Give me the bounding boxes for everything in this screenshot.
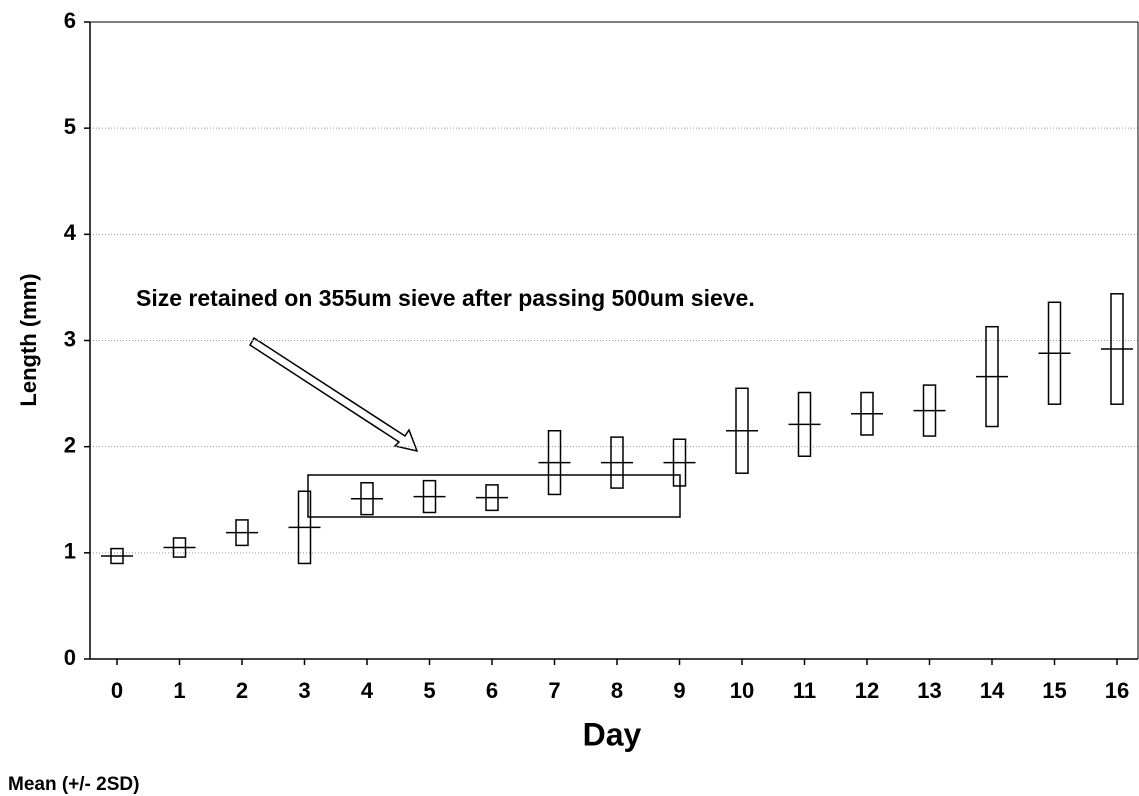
x-tick-label: 6 [486,678,498,703]
x-tick-label: 13 [917,678,941,703]
x-tick-label: 15 [1042,678,1066,703]
x-tick-label: 5 [423,678,435,703]
x-tick-label: 10 [730,678,754,703]
x-tick-label: 8 [611,678,623,703]
x-tick-label: 12 [855,678,879,703]
annotation-bracket [307,474,681,518]
y-tick-label: 6 [64,8,76,33]
y-axis-label: Length (mm) [16,273,41,406]
x-tick-label: 7 [548,678,560,703]
y-tick-label: 0 [64,645,76,670]
y-tick-label: 2 [64,432,76,457]
x-tick-label: 3 [298,678,310,703]
x-tick-label: 16 [1105,678,1129,703]
y-tick-label: 3 [64,326,76,351]
annotation-arrow [248,336,419,453]
x-tick-label: 0 [111,678,123,703]
footnote: Mean (+/- 2SD) [8,774,139,795]
annotation: Size retained on 355um sieve after passi… [136,285,755,311]
x-tick-label: 11 [793,678,816,703]
x-tick-label: 1 [173,678,185,703]
y-tick-label: 4 [64,220,77,245]
x-tick-label: 9 [673,678,685,703]
x-tick-label: 4 [361,678,374,703]
x-tick-label: 14 [980,678,1005,703]
x-tick-label: 2 [236,678,248,703]
y-tick-label: 1 [64,539,76,564]
y-tick-label: 5 [64,114,76,139]
x-axis-label: Day [583,716,642,752]
